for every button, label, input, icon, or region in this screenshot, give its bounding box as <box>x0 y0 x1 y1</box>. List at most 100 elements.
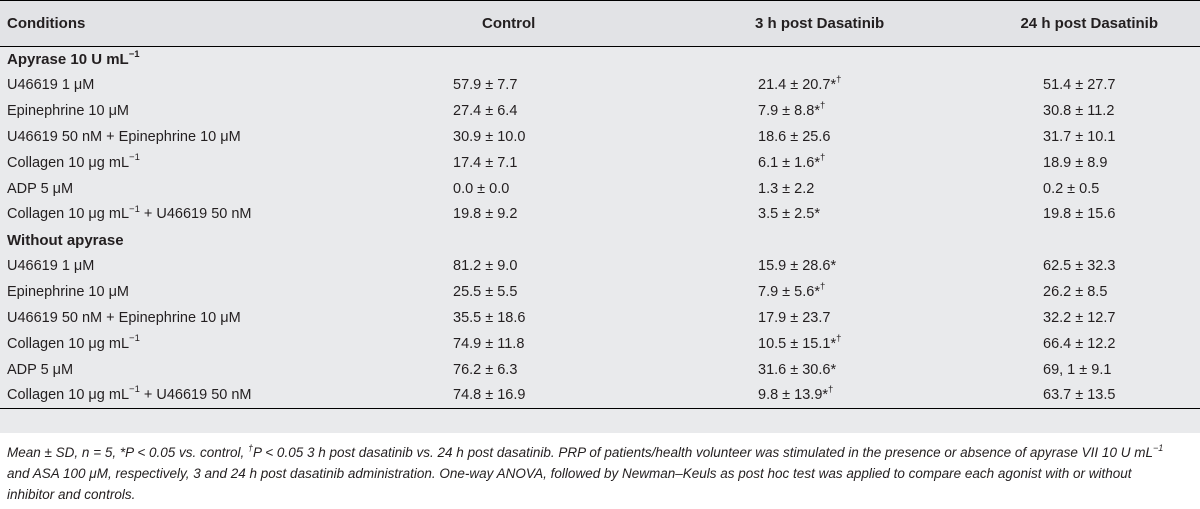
condition-text: Epinephrine 10 μM <box>7 103 130 120</box>
cell-condition: U46619 1 μM <box>0 253 402 279</box>
condition-text: U46619 1 μM <box>7 258 95 275</box>
cell-control: 25.5 ± 5.5 <box>453 284 518 301</box>
value-3h-post: 10.5 ± 15.1* <box>758 335 837 352</box>
footnote-text-3: and ASA 100 μM, respectively, 3 and 24 h… <box>7 466 1132 502</box>
cell-24h-post: 63.7 ± 13.5 <box>979 382 1200 409</box>
cell-condition: Epinephrine 10 μM <box>0 98 402 124</box>
value-3h-post: 1.3 ± 2.2 <box>758 180 815 197</box>
header-control: Control <box>402 0 658 47</box>
table-row: ADP 5 μM 0.0 ± 0.0 1.3 ± 2.2 0.2 ± 0.5 <box>0 176 1200 202</box>
results-table-container: Conditions Control 3 h post Dasatinib 24… <box>0 0 1200 433</box>
condition-superscript: −1 <box>129 203 140 215</box>
cell-3h-post: 9.8 ± 13.9*† <box>658 382 979 409</box>
cell-3h-post: 31.6 ± 30.6* <box>658 357 979 383</box>
cell-24h-post: 26.2 ± 8.5 <box>1043 284 1108 301</box>
condition-text: ADP 5 μM <box>7 361 74 378</box>
section-title-text: Without apyrase <box>7 231 124 249</box>
condition-tail-text: + U46619 50 nM <box>139 387 252 404</box>
table-footnote: Mean ± SD, n = 5, *P < 0.05 vs. control,… <box>0 433 1184 505</box>
cell-3h-post: 7.9 ± 8.8*† <box>658 98 979 124</box>
cell-condition: U46619 50 nM + Epinephrine 10 μM <box>0 124 402 150</box>
footnote-superscript: −1 <box>1152 442 1164 453</box>
cell-condition: Epinephrine 10 μM <box>0 279 402 305</box>
cell-condition: U46619 1 μM <box>0 72 402 98</box>
section-title-superscript: −1 <box>128 49 140 61</box>
dagger-mark: † <box>836 74 842 86</box>
header-24h-post: 24 h post Dasatinib <box>979 0 1200 47</box>
cell-24h-post: 19.8 ± 15.6 <box>1043 206 1116 223</box>
cell-control: 27.4 ± 6.4 <box>453 103 518 120</box>
cell-control: 17.4 ± 7.1 <box>453 154 518 171</box>
footnote-dagger: † <box>248 442 254 453</box>
cell-3h-post: 21.4 ± 20.7*† <box>658 72 979 98</box>
condition-text: U46619 50 nM + Epinephrine 10 μM <box>7 128 241 145</box>
cell-condition: ADP 5 μM <box>0 176 402 202</box>
footnote-text-1: Mean ± SD, n = 5, *P < 0.05 vs. control, <box>7 445 249 460</box>
dagger-mark: † <box>819 100 826 112</box>
dagger-mark: † <box>819 281 826 293</box>
value-3h-post: 18.6 ± 25.6 <box>758 128 831 145</box>
condition-text: U46619 1 μM <box>7 77 95 94</box>
cell-condition: U46619 50 nM + Epinephrine 10 μM <box>0 305 402 331</box>
header-3h-post: 3 h post Dasatinib <box>658 0 979 47</box>
section-title-text: Apyrase 10 U mL <box>7 51 129 69</box>
cell-control: 81.2 ± 9.0 <box>453 258 518 275</box>
footnote-text-2: P < 0.05 3 h post dasatinib vs. 24 h pos… <box>253 445 1153 460</box>
value-3h-post: 15.9 ± 28.6* <box>758 258 837 275</box>
table-row: Epinephrine 10 μM 25.5 ± 5.5 7.9 ± 5.6*† 26… <box>0 279 1200 305</box>
cell-control: 19.8 ± 9.2 <box>453 206 518 223</box>
dagger-mark: † <box>836 332 842 344</box>
cell-24h-post: 51.4 ± 27.7 <box>1043 77 1116 94</box>
cell-control: 35.5 ± 18.6 <box>453 309 526 326</box>
cell-24h-post: 18.9 ± 8.9 <box>1043 154 1108 171</box>
cell-3h-post: 15.9 ± 28.6* <box>658 253 979 279</box>
cell-24h-post: 66.4 ± 12.2 <box>1043 335 1116 352</box>
header-conditions: Conditions <box>0 0 402 47</box>
table-row: Collagen 10 μg mL−1 74.9 ± 11.8 10.5 ± 15.… <box>0 331 1200 357</box>
condition-text: Collagen 10 μg mL <box>7 154 130 171</box>
cell-3h-post: 17.9 ± 23.7 <box>658 305 979 331</box>
cell-24h-post: 69, 1 ± 9.1 <box>1043 361 1112 378</box>
condition-text: Collagen 10 μg mL <box>7 335 130 352</box>
cell-condition: Collagen 10 μg mL−1 <box>0 150 402 176</box>
cell-control: 74.9 ± 11.8 <box>453 335 525 352</box>
value-3h-post: 21.4 ± 20.7* <box>758 77 837 94</box>
condition-text: Epinephrine 10 μM <box>7 284 130 301</box>
condition-text: U46619 50 nM + Epinephrine 10 μM <box>7 309 241 326</box>
section-row: Apyrase 10 U mL−1 <box>0 47 1200 73</box>
results-table: Conditions Control 3 h post Dasatinib 24… <box>0 0 1200 409</box>
value-3h-post: 9.8 ± 13.9* <box>758 387 829 404</box>
cell-condition: Collagen 10 μg mL−1 + U46619 50 nM <box>0 202 402 228</box>
value-3h-post: 17.9 ± 23.7 <box>758 309 831 326</box>
dagger-mark: † <box>819 151 826 163</box>
condition-text: ADP 5 μM <box>7 180 74 197</box>
table-row: Collagen 10 μg mL−1 17.4 ± 7.1 6.1 ± 1.6*†… <box>0 150 1200 176</box>
cell-control: 74.8 ± 16.9 <box>402 382 658 409</box>
cell-24h-post: 31.7 ± 10.1 <box>1043 128 1116 145</box>
table-row: Collagen 10 μg mL−1 + U46619 50 nM 74.8 ±… <box>0 382 1200 409</box>
cell-24h-post: 62.5 ± 32.3 <box>1043 258 1116 275</box>
cell-control: 57.9 ± 7.7 <box>453 77 518 94</box>
table-row: U46619 50 nM + Epinephrine 10 μM 30.9 ± 1… <box>0 124 1200 150</box>
cell-control: 30.9 ± 10.0 <box>453 128 526 145</box>
section-title: Without apyrase <box>0 227 1200 253</box>
header-row: Conditions Control 3 h post Dasatinib 24… <box>0 0 1200 47</box>
cell-3h-post: 1.3 ± 2.2 <box>658 176 979 202</box>
section-row: Without apyrase <box>0 227 1200 253</box>
table-row: U46619 1 μM 57.9 ± 7.7 21.4 ± 20.7*† 51.4 ±… <box>0 72 1200 98</box>
table-row: ADP 5 μM 76.2 ± 6.3 31.6 ± 30.6* 69, 1 ± 9.… <box>0 357 1200 383</box>
table-row: U46619 1 μM 81.2 ± 9.0 15.9 ± 28.6* 62.5 ± … <box>0 253 1200 279</box>
condition-superscript: −1 <box>129 384 140 396</box>
cell-24h-post: 32.2 ± 12.7 <box>1043 309 1116 326</box>
cell-3h-post: 3.5 ± 2.5* <box>658 202 979 228</box>
value-3h-post: 31.6 ± 30.6* <box>758 361 837 378</box>
cell-control: 76.2 ± 6.3 <box>453 361 518 378</box>
value-3h-post: 7.9 ± 8.8* <box>758 103 820 120</box>
cell-3h-post: 18.6 ± 25.6 <box>658 124 979 150</box>
table-row: Collagen 10 μg mL−1 + U46619 50 nM 19.8 ±… <box>0 202 1200 228</box>
cell-control: 0.0 ± 0.0 <box>453 180 510 197</box>
table-row: U46619 50 nM + Epinephrine 10 μM 35.5 ± 1… <box>0 305 1200 331</box>
condition-superscript: −1 <box>129 332 140 344</box>
cell-24h-post: 0.2 ± 0.5 <box>1043 180 1100 197</box>
table-header: Conditions Control 3 h post Dasatinib 24… <box>0 0 1200 47</box>
